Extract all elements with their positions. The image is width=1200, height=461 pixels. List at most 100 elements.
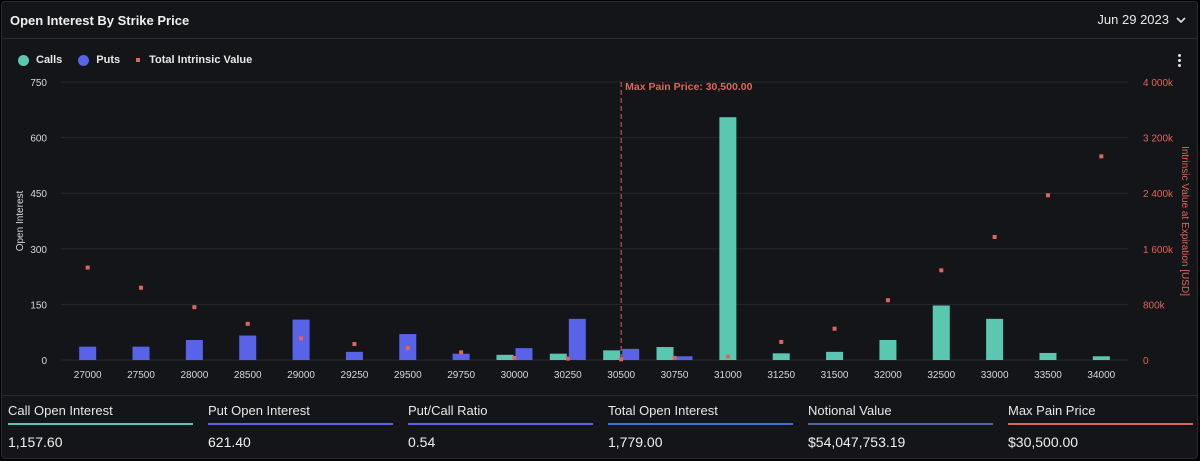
x-tick-label: 31000 [714,370,742,381]
x-tick-label: 27000 [74,370,102,381]
x-tick-label: 31500 [821,370,849,381]
y-axis-label: Open Interest [15,190,26,251]
point-intrinsic-27000 [85,265,90,270]
bar-puts-28500 [239,335,257,360]
y-tick-label: 450 [30,189,47,200]
point-intrinsic-30500 [619,357,624,362]
point-intrinsic-33000 [992,234,997,239]
y-tick-label: 0 [41,356,47,367]
stat-call-open-interest: Call Open Interest 1,157.60 [8,396,208,458]
y-tick-label: 750 [30,78,47,89]
expiry-date-select[interactable]: Jun 29 2023 [1097,12,1187,27]
puts-swatch [78,54,90,66]
bar-calls-30750 [656,347,674,360]
legend-item-puts[interactable]: Puts [78,54,120,66]
chevron-down-icon [1176,16,1186,23]
y2-tick-label: 4 000k [1143,78,1174,89]
point-intrinsic-30750 [672,355,677,360]
legend-label-puts: Puts [96,54,121,66]
x-tick-label: 29250 [341,370,369,381]
y-tick-label: 150 [30,300,47,311]
x-tick-label: 28500 [234,370,262,381]
legend-label-intrinsic: Total Intrinsic Value [149,54,253,66]
bar-calls-32000 [879,339,897,360]
stat-label: Put/Call Ratio [408,403,488,418]
stat-notional-value: Notional Value $54,047,753.19 [808,396,1008,458]
point-intrinsic-29250 [352,342,357,347]
open-interest-chart: 0 150 300 450 600 750 0 800k 1 600k 2 400k 3 200k 4… [15,78,1190,381]
bar-puts-30250 [568,318,586,360]
x-tick-label: 30000 [501,370,529,381]
chart-legend: Calls Puts Total Intrinsic Value [18,54,268,66]
card-header: Open Interest By Strike Price Jun 29 202… [2,2,1197,39]
y2-tick-label: 2 400k [1143,189,1174,200]
point-intrinsic-31250 [779,339,784,344]
y2-tick-label: 3 200k [1143,134,1174,145]
stat-underline [608,423,793,425]
point-intrinsic-31500 [832,326,837,331]
stat-underline [408,423,593,425]
x-tick-label: 30500 [607,370,635,381]
point-intrinsic-32000 [885,298,890,303]
stat-underline [208,423,393,425]
x-tick-label: 30750 [661,370,689,381]
point-intrinsic-32500 [939,268,944,273]
point-intrinsic-28500 [245,321,250,326]
stat-value: 0.54 [408,434,436,450]
stat-total-open-interest: Total Open Interest 1,779.00 [608,396,808,458]
stat-value: 1,779.00 [608,434,663,450]
stat-value: $54,047,753.19 [808,434,906,450]
stat-underline [808,423,993,425]
x-tick-label: 30250 [554,370,582,381]
x-tick-label: 32500 [927,370,955,381]
x-tick-label: 33500 [1034,370,1062,381]
y2-tick-label: 1 600k [1143,245,1174,256]
chart-title: Open Interest By Strike Price [10,13,190,28]
x-tick-label: 27500 [127,370,155,381]
bar-puts-29250 [345,351,363,360]
stat-label: Total Open Interest [608,403,718,418]
x-tick-label: 34000 [1087,370,1115,381]
bar-puts-30000 [515,348,533,360]
stat-value: 1,157.60 [8,434,63,450]
y2-axis-label: Intrinsic Value at Expiration [USD] [1179,146,1190,296]
bar-calls-30000 [496,354,514,360]
x-tick-label: 29500 [394,370,422,381]
y-tick-label: 600 [30,134,47,145]
bar-puts-27000 [79,346,97,360]
point-intrinsic-29500 [405,346,410,351]
x-tick-label: 32000 [874,370,902,381]
stat-label: Put Open Interest [208,403,310,418]
stat-underline [8,423,193,425]
point-intrinsic-28000 [192,305,197,310]
point-intrinsic-29000 [299,336,304,341]
stat-label: Call Open Interest [8,403,113,418]
bar-puts-30750 [675,356,693,360]
point-intrinsic-30000 [512,355,517,360]
y2-tick-label: 800k [1143,300,1166,311]
x-tick-label: 31250 [767,370,795,381]
legend-item-calls[interactable]: Calls [18,54,62,66]
point-intrinsic-29750 [459,350,464,355]
more-options-icon[interactable] [1175,54,1183,70]
bar-calls-32500 [932,305,950,360]
intrinsic-swatch [136,58,141,62]
x-tick-label: 29000 [287,370,315,381]
legend-label-calls: Calls [36,54,63,66]
y-tick-label: 300 [30,245,47,256]
point-intrinsic-27500 [139,285,144,290]
legend-item-intrinsic[interactable]: Total Intrinsic Value [136,54,252,66]
stat-value: $30,500.00 [1008,434,1079,450]
stats-row: Call Open Interest 1,157.60 Put Open Int… [2,395,1197,458]
x-tick-label: 33000 [981,370,1009,381]
max-pain-label: Max Pain Price: 30,500.00 [625,81,752,93]
stat-value: 621.40 [208,434,251,450]
x-tick-label: 29750 [447,370,475,381]
bar-calls-34000 [1092,356,1110,360]
y2-tick-label: 0 [1143,356,1149,367]
stat-max-pain-price: Max Pain Price $30,500.00 [1008,396,1197,458]
bar-calls-31500 [826,351,844,360]
point-intrinsic-31000 [725,354,730,359]
stat-underline [1008,423,1193,425]
